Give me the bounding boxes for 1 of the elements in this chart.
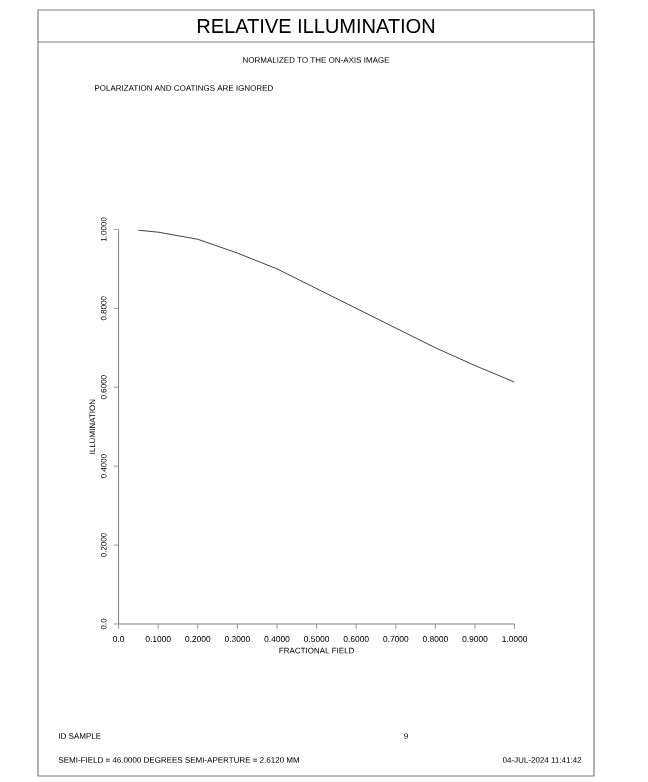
chart-title: RELATIVE ILLUMINATION — [197, 18, 435, 34]
